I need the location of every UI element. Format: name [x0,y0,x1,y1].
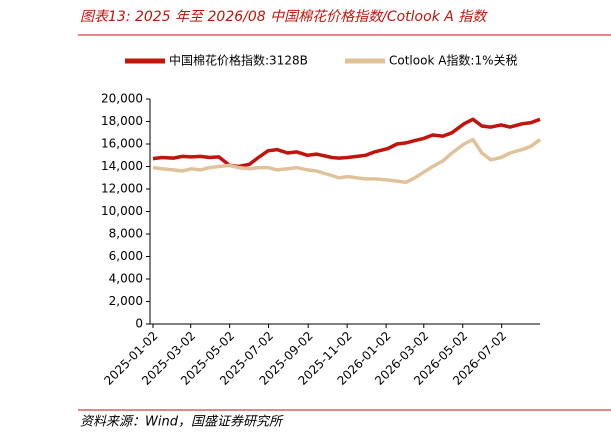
y-tick-label: 12,000 [101,182,143,196]
y-tick-label: 8,000 [109,227,143,241]
y-tick-label: 16,000 [101,137,143,151]
y-tick-label: 20,000 [101,92,143,106]
y-tick-label: 18,000 [101,114,143,128]
y-tick-label: 6,000 [109,249,143,263]
y-tick-label: 4,000 [109,272,143,286]
y-tick-label: 14,000 [101,159,143,173]
legend-label: 中国棉花价格指数:3128B [169,53,308,68]
y-tick-label: 10,000 [101,204,143,218]
source: 资料来源：Wind，国盛证券研究所 [80,414,284,430]
chart-title: 图表13: 2025 年至 2026/08 中国棉花价格指数/Cotlook A… [80,9,488,25]
legend-label: Cotlook A指数:1%关税 [389,53,518,68]
y-tick-label: 2,000 [109,294,143,308]
y-tick-label: 0 [135,317,143,331]
series-line [152,137,542,185]
series-line [152,117,541,169]
